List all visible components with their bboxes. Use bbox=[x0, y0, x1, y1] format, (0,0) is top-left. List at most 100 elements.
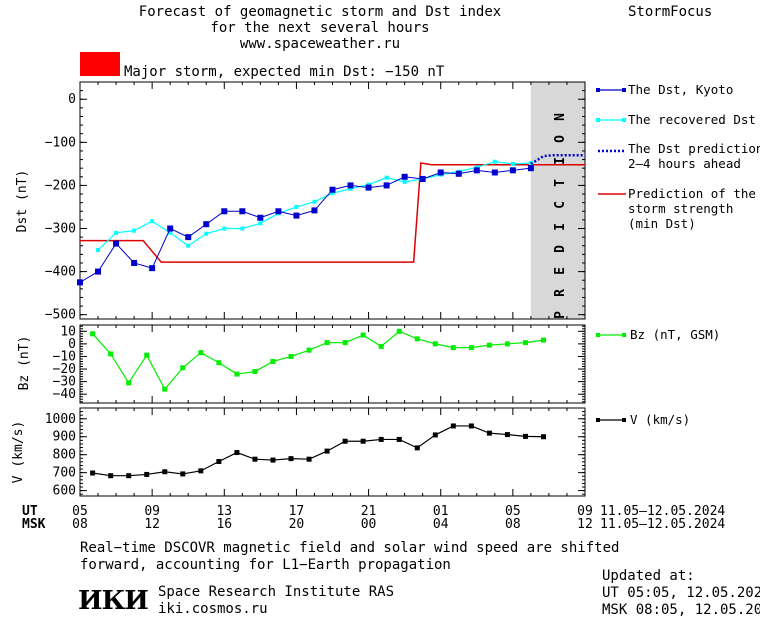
recovered-dst-point bbox=[114, 230, 119, 235]
legend-recovered-marker bbox=[622, 118, 626, 122]
dst-kyoto-point bbox=[113, 240, 120, 247]
y-tick-label: 800 bbox=[53, 448, 76, 463]
bz-line bbox=[92, 330, 544, 391]
bz-point bbox=[414, 336, 420, 342]
v-point bbox=[252, 456, 258, 462]
msk-tick-label: 04 bbox=[433, 517, 449, 532]
updated-label: Updated at: bbox=[602, 568, 695, 584]
recovered-dst-point bbox=[474, 165, 479, 170]
bz-point bbox=[216, 360, 222, 366]
v-point bbox=[198, 468, 204, 474]
v-point bbox=[90, 470, 96, 476]
ut-tick-label: 17 bbox=[289, 504, 305, 519]
prediction-letter: C bbox=[553, 201, 568, 209]
institute-name: Space Research Institute RAS bbox=[158, 584, 395, 600]
recovered-dst-point bbox=[366, 182, 371, 187]
v-point bbox=[180, 471, 186, 477]
recovered-dst-point bbox=[96, 248, 101, 253]
dst-kyoto-point bbox=[203, 221, 210, 228]
v-point bbox=[342, 438, 348, 444]
y-tick-label: 600 bbox=[53, 484, 76, 499]
bz-point bbox=[360, 332, 366, 338]
bz-point bbox=[541, 337, 547, 343]
legend-prediction-label-1: The Dst prediction bbox=[628, 141, 760, 156]
ut-tick-label: 01 bbox=[433, 504, 449, 519]
v-point bbox=[126, 473, 132, 479]
bz-point bbox=[90, 331, 96, 337]
msk-tick-label: 00 bbox=[361, 517, 377, 532]
bz-point bbox=[126, 380, 132, 386]
dst-kyoto-point bbox=[95, 268, 102, 275]
v-point bbox=[450, 423, 456, 429]
chart-title-line1: Forecast of geomagnetic storm and Dst in… bbox=[138, 4, 502, 20]
dst-kyoto-point bbox=[419, 175, 426, 182]
dst-kyoto-point bbox=[347, 182, 354, 189]
website-link[interactable]: www.spaceweather.ru bbox=[239, 36, 401, 52]
prediction-letter: D bbox=[553, 245, 568, 253]
ut-tick-label: 05 bbox=[72, 504, 88, 519]
legend-recovered-marker bbox=[596, 118, 600, 122]
dst-kyoto-point bbox=[509, 167, 516, 174]
y-tick-label: 0 bbox=[68, 337, 76, 352]
institute-site[interactable]: iki.cosmos.ru bbox=[158, 601, 268, 617]
dst-kyoto-point bbox=[167, 225, 174, 232]
prediction-letter: R bbox=[553, 289, 568, 297]
v-point bbox=[234, 450, 240, 456]
bz-point bbox=[450, 345, 456, 351]
ut-tick-label: 05 bbox=[505, 504, 521, 519]
y-tick-label: −500 bbox=[45, 308, 76, 323]
dst-kyoto-point bbox=[221, 208, 228, 215]
dst-kyoto-point bbox=[527, 165, 534, 172]
dst-kyoto-point bbox=[293, 212, 300, 219]
dst-kyoto-point bbox=[239, 208, 246, 215]
prediction-region bbox=[530, 82, 585, 319]
legend-v-marker bbox=[596, 418, 600, 422]
y-tick-label: −300 bbox=[45, 222, 76, 237]
dst-kyoto-point bbox=[149, 265, 156, 272]
y-tick-label: −10 bbox=[53, 349, 76, 364]
y-tick-label: 900 bbox=[53, 430, 76, 445]
v-point bbox=[360, 438, 366, 444]
v-point bbox=[324, 448, 330, 454]
y-tick-label: −40 bbox=[53, 387, 76, 402]
updated-msk: MSK 08:05, 12.05.2024 bbox=[602, 602, 760, 618]
v-point bbox=[378, 436, 384, 442]
legend-v-label: V (km/s) bbox=[630, 412, 690, 427]
dst-kyoto-point bbox=[473, 167, 480, 174]
legend-bz-label: Bz (nT, GSM) bbox=[630, 327, 720, 342]
legend-strength-label-3: (min Dst) bbox=[628, 216, 696, 231]
dst-kyoto-point bbox=[185, 234, 192, 241]
storm-strength-line bbox=[80, 162, 585, 263]
y-tick-label: −20 bbox=[53, 362, 76, 377]
ut-tick-label: 09 bbox=[577, 504, 593, 519]
bz-point bbox=[306, 347, 312, 353]
bz-point bbox=[252, 369, 258, 375]
bz-point bbox=[234, 371, 240, 377]
v-point bbox=[541, 434, 547, 440]
y-tick-label: −100 bbox=[45, 135, 76, 150]
legend-dst-marker bbox=[622, 88, 626, 92]
recovered-dst-point bbox=[168, 230, 173, 235]
recovered-dst-point bbox=[330, 191, 335, 196]
legend-v-marker bbox=[622, 418, 626, 422]
dst-kyoto-point bbox=[491, 169, 498, 176]
legend-bz-marker bbox=[596, 333, 600, 337]
v-axis-title: V (km/s) bbox=[11, 421, 26, 484]
recovered-dst-point bbox=[510, 161, 515, 166]
v-point bbox=[144, 471, 150, 477]
recovered-dst-point bbox=[204, 231, 209, 236]
v-point bbox=[108, 473, 114, 479]
bz-point bbox=[342, 340, 348, 346]
prediction-letter: O bbox=[553, 135, 568, 143]
dst-kyoto-point bbox=[275, 208, 282, 215]
legend-dst-label: The Dst, Kyoto bbox=[628, 82, 733, 97]
bz-point bbox=[486, 342, 492, 348]
dst-kyoto-line bbox=[79, 167, 531, 283]
v-point bbox=[216, 459, 222, 465]
ut-tick-label: 21 bbox=[361, 504, 377, 519]
y-tick-label: 0 bbox=[68, 92, 76, 107]
recovered-dst-point bbox=[492, 159, 497, 164]
legend: The Dst, Kyoto The recovered Dst The Dst… bbox=[596, 82, 760, 427]
prediction-letter: T bbox=[553, 179, 568, 187]
v-point bbox=[504, 432, 510, 438]
